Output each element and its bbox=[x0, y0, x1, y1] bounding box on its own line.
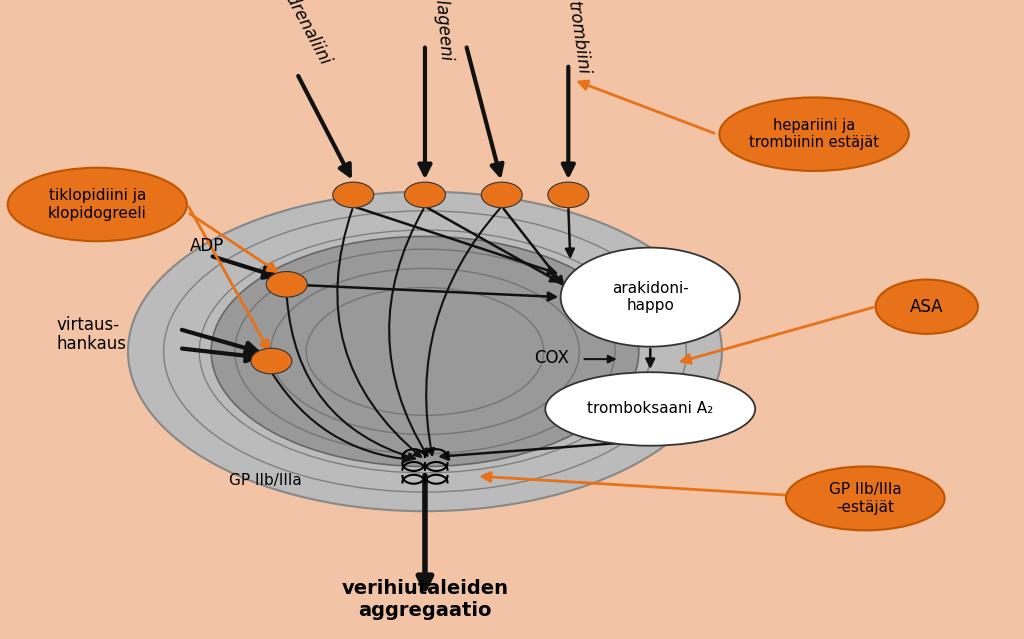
Text: ASA: ASA bbox=[910, 298, 943, 316]
Text: tiklopidiini ja
klopidogreeli: tiklopidiini ja klopidogreeli bbox=[48, 189, 146, 220]
Circle shape bbox=[251, 348, 292, 374]
Text: adrenaliini: adrenaliini bbox=[276, 0, 334, 68]
Text: kollageeni: kollageeni bbox=[430, 0, 455, 63]
Ellipse shape bbox=[876, 279, 978, 334]
Ellipse shape bbox=[128, 192, 722, 511]
Text: verihiutaleiden
aggregaatio: verihiutaleiden aggregaatio bbox=[341, 579, 509, 620]
Text: arakidoni-
happo: arakidoni- happo bbox=[612, 281, 688, 313]
Circle shape bbox=[266, 272, 307, 297]
Ellipse shape bbox=[786, 466, 944, 530]
Text: hankaus: hankaus bbox=[56, 335, 126, 353]
Ellipse shape bbox=[8, 167, 186, 241]
Ellipse shape bbox=[719, 97, 909, 171]
Text: tromboksaani A₂: tromboksaani A₂ bbox=[587, 401, 714, 417]
Text: ADP: ADP bbox=[189, 237, 224, 255]
Ellipse shape bbox=[561, 247, 739, 346]
Circle shape bbox=[404, 182, 445, 208]
Ellipse shape bbox=[545, 372, 756, 446]
Text: GP IIb/IIIa: GP IIb/IIIa bbox=[229, 473, 302, 488]
Circle shape bbox=[481, 182, 522, 208]
Text: hepariini ja
trombiinin estäjät: hepariini ja trombiinin estäjät bbox=[750, 118, 879, 150]
Text: GP IIb/IIIa
-estäjät: GP IIb/IIIa -estäjät bbox=[828, 482, 902, 514]
Text: trombiini: trombiini bbox=[564, 0, 593, 77]
Circle shape bbox=[548, 182, 589, 208]
Text: virtaus-: virtaus- bbox=[56, 316, 120, 334]
Ellipse shape bbox=[211, 236, 639, 466]
Circle shape bbox=[333, 182, 374, 208]
Text: COX: COX bbox=[535, 349, 569, 367]
